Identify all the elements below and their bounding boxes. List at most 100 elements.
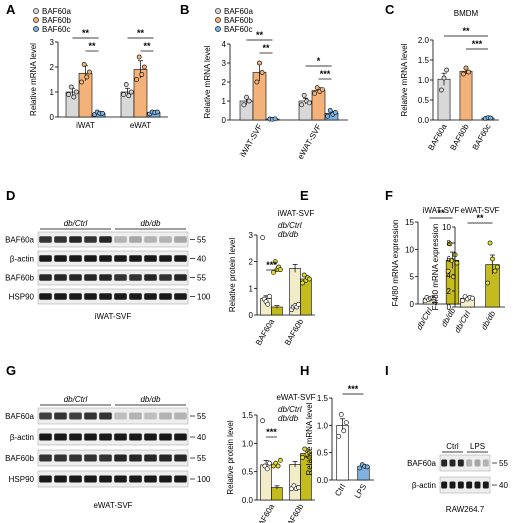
significance-label: *** bbox=[320, 69, 331, 79]
data-point bbox=[364, 464, 370, 470]
data-point bbox=[134, 77, 139, 82]
blot-marker-label: 40 bbox=[499, 481, 508, 490]
blot-band bbox=[84, 433, 97, 441]
significance-label: * bbox=[317, 56, 321, 66]
blot-band bbox=[466, 459, 473, 467]
panel-letter: D bbox=[6, 188, 15, 203]
y-tick-label: 1 bbox=[249, 284, 254, 293]
blot-strip bbox=[439, 476, 491, 494]
y-tick-label: 0 bbox=[222, 116, 227, 125]
data-point bbox=[68, 84, 74, 90]
blot-band bbox=[99, 255, 112, 262]
blot-band bbox=[174, 412, 187, 420]
data-point bbox=[79, 79, 84, 85]
blot-band bbox=[174, 454, 187, 462]
x-tick-label: BAF60b bbox=[283, 502, 306, 523]
x-tick-label: BAF60b bbox=[448, 122, 471, 152]
blot-band bbox=[159, 293, 172, 300]
blot-band bbox=[159, 475, 172, 483]
blot-band bbox=[482, 459, 489, 467]
y-axis-label: Relative mRNA level bbox=[203, 45, 212, 118]
data-point bbox=[275, 463, 281, 469]
data-point bbox=[485, 280, 491, 286]
panel-letter: C bbox=[385, 2, 395, 17]
data-point bbox=[267, 293, 272, 299]
blot-band bbox=[114, 293, 127, 300]
significance-label: *** bbox=[472, 39, 483, 49]
blot-band bbox=[84, 236, 97, 243]
y-axis-label: Relative protein level bbox=[228, 238, 237, 312]
blot-band bbox=[144, 433, 157, 441]
blot-band bbox=[159, 236, 172, 243]
data-point bbox=[272, 116, 278, 122]
blot-band bbox=[54, 255, 67, 262]
legend-marker bbox=[33, 26, 39, 32]
legend-marker bbox=[33, 17, 39, 23]
data-point bbox=[121, 92, 126, 97]
blot-band bbox=[114, 255, 127, 262]
significance-label: ** bbox=[437, 208, 445, 218]
blot-band bbox=[84, 255, 97, 262]
data-point bbox=[265, 301, 271, 307]
data-point bbox=[87, 69, 92, 75]
data-point bbox=[325, 113, 330, 119]
data-point bbox=[257, 60, 262, 66]
x-tick-label: iWAT bbox=[76, 121, 95, 130]
blot-marker-label: 55 bbox=[197, 454, 206, 463]
y-axis-label: F4/80 mRNA expression bbox=[431, 224, 440, 311]
y-tick-label: 1.5 bbox=[418, 56, 430, 65]
bar bbox=[289, 463, 301, 501]
blot-row-label: β-actin bbox=[412, 481, 436, 490]
blot-band bbox=[69, 475, 82, 483]
y-tick-label: 0.0 bbox=[317, 476, 329, 485]
blot-band bbox=[69, 255, 82, 262]
blot-band bbox=[144, 255, 157, 262]
y-axis-label: F4/80 mRNA expression bbox=[391, 220, 400, 307]
chart-title: iWAT-SVF bbox=[423, 206, 460, 215]
blot-strip bbox=[37, 231, 189, 248]
data-point bbox=[301, 272, 307, 278]
data-point bbox=[139, 72, 145, 77]
data-point bbox=[312, 91, 317, 96]
blot-band bbox=[144, 454, 157, 462]
blot-marker-label: 100 bbox=[197, 293, 211, 302]
y-tick-label: 10 bbox=[405, 245, 414, 254]
blot-band bbox=[39, 274, 52, 281]
blot-row-label: β-actin bbox=[10, 255, 34, 264]
legend-marker bbox=[215, 17, 221, 23]
blot-band bbox=[69, 274, 82, 281]
blot-band bbox=[84, 454, 97, 462]
y-tick-label: 6 bbox=[447, 255, 452, 264]
blot-caption: RAW264.7 bbox=[446, 505, 485, 514]
blot-strip bbox=[439, 454, 491, 472]
x-tick-label: iWAT-SVF bbox=[238, 122, 264, 158]
x-tick-label: BAF60a bbox=[254, 502, 277, 523]
blot-row-label: BAF60b bbox=[5, 454, 34, 463]
blot-band bbox=[69, 454, 82, 462]
y-axis-label: Relative protein level bbox=[226, 420, 235, 494]
data-point bbox=[300, 280, 305, 286]
blot-marker-label: 40 bbox=[197, 255, 206, 264]
blot-band bbox=[441, 459, 448, 467]
blot-row-label: BAF60b bbox=[5, 274, 34, 283]
blot-marker-label: 55 bbox=[499, 459, 508, 468]
data-point bbox=[306, 276, 312, 282]
data-point bbox=[71, 94, 77, 100]
chart-title: iWAT-SVF bbox=[278, 209, 315, 218]
blot-strip bbox=[37, 449, 189, 467]
y-tick-label: 3 bbox=[249, 231, 254, 240]
data-point bbox=[438, 87, 444, 93]
blot-band bbox=[54, 454, 67, 462]
blot-band bbox=[114, 454, 127, 462]
data-point bbox=[301, 92, 307, 98]
x-tick-label: BAF60c bbox=[471, 123, 493, 152]
y-tick-label: 3 bbox=[222, 59, 227, 68]
legend-label: BAF60c bbox=[224, 25, 252, 34]
blot-band bbox=[54, 412, 67, 420]
data-point bbox=[154, 109, 160, 115]
blot-band bbox=[69, 236, 82, 243]
significance-label: *** bbox=[266, 427, 277, 437]
blot-band bbox=[99, 274, 112, 281]
y-tick-label: 1.0 bbox=[418, 76, 430, 85]
blot-band bbox=[99, 475, 112, 483]
